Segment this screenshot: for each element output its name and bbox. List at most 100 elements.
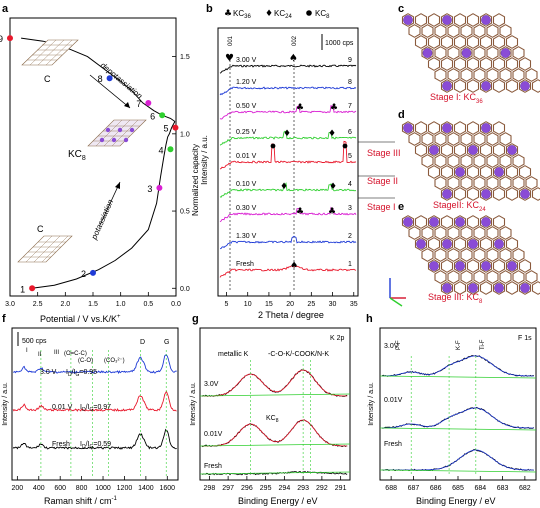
- marker-number-6: 6: [150, 111, 155, 121]
- x-tick-label: 600: [54, 485, 66, 492]
- carbon-ring: [427, 57, 441, 71]
- y-tick-label: 0.5: [180, 209, 190, 216]
- carbon-ring: [460, 176, 473, 190]
- carbon-ring: [447, 46, 460, 60]
- carbon-ring: [440, 165, 454, 179]
- metallic-k-label: metallic K: [218, 351, 249, 358]
- carbon-ring: [525, 270, 538, 284]
- graphene-sheet-bottom: C: [17, 224, 73, 263]
- panel-b-x-ticks: 5 10 15 20 25 30 35: [225, 292, 358, 308]
- svg-text:♣: ♣: [328, 207, 336, 217]
- x-tick-label: 1.5: [88, 301, 98, 308]
- carbon-ring: [434, 68, 447, 82]
- carbon-ring: [479, 121, 493, 135]
- carbon-ring: [421, 248, 434, 262]
- potassium-atom: [507, 145, 517, 155]
- panel-b-xlabel: 2 Theta / degree: [258, 310, 324, 320]
- carbon-ring: [408, 24, 421, 38]
- trace-voltage-label: 0.50 V: [236, 103, 257, 110]
- carbon-ring: [460, 270, 473, 284]
- potassium-atom: [520, 283, 530, 293]
- panel-f-assignments: (O=C-C) (C-O) (CO₃²⁻): [64, 351, 125, 364]
- carbon-ring: [434, 24, 447, 38]
- carbon-ring: [473, 24, 486, 38]
- panel-b-peak-markers: ♣ ♣ ♦ ♦ ♦ ♦ ♣ ♣ ♠: [280, 103, 338, 271]
- panel-h-traces: [379, 355, 537, 476]
- x-tick-label: 3.0: [5, 301, 15, 308]
- carbon-ring: [505, 35, 519, 49]
- carbon-ring: [492, 259, 506, 273]
- carbon-ring: [531, 79, 540, 93]
- xps-k2p-trace: [201, 419, 348, 448]
- x-tick-label: 688: [385, 485, 397, 492]
- carbon-ring: [499, 46, 512, 60]
- marker-number-2: 2: [81, 269, 86, 279]
- carbon-ring: [453, 13, 467, 27]
- potassium-atom: [442, 15, 452, 25]
- carbon-ring: [518, 79, 532, 93]
- svg-text:Stage I: Stage I: [367, 202, 396, 212]
- kc8-sheet: KC8: [68, 119, 147, 162]
- panel-a-ylabel: Normalized capacity: [191, 144, 200, 216]
- carbon-ring: [512, 270, 525, 284]
- potassium-atom: [455, 167, 465, 177]
- spade-002-icon: ♠: [289, 53, 298, 64]
- carbon-ring: [512, 176, 525, 190]
- xps-f1s-trace: [382, 449, 534, 472]
- xps-f1s-trace: [382, 406, 535, 429]
- panel-b: b ♣ KC36 ♦ KC24 KC8 1000 cps 001 002 ♥ ♠…: [200, 3, 401, 320]
- carbon-ring: [447, 132, 460, 146]
- carbon-ring: [512, 68, 525, 82]
- xrd-trace-1: [219, 265, 357, 278]
- x-tick-label: 25: [307, 301, 315, 308]
- xps-background: [379, 427, 537, 431]
- panel-h-ylabel: Intensity / a.u.: [368, 382, 375, 426]
- carbon-ring: [440, 215, 454, 229]
- potassium-atom: [520, 189, 530, 199]
- carbon-ring: [466, 237, 480, 251]
- carbon-ring: [401, 121, 415, 135]
- svg-text:(C-O): (C-O): [78, 358, 93, 364]
- potassium-atom: [429, 261, 439, 271]
- x-tick-label: 0.5: [143, 301, 153, 308]
- carbon-ring: [440, 121, 454, 135]
- svg-text:II: II: [38, 352, 42, 358]
- caption-stage-ii: StageII: KC24: [433, 200, 486, 213]
- trace-number-label: 8: [348, 79, 352, 86]
- club-symbol: ♣: [224, 9, 232, 19]
- carbon-ring: [440, 13, 454, 27]
- trace-voltage-label: 3.00 V: [236, 57, 257, 64]
- xrd-trace-5: [219, 140, 357, 170]
- carbon-ring: [518, 165, 532, 179]
- carbon-ring: [440, 57, 454, 71]
- carbon-ring: [479, 143, 493, 157]
- svg-text:c: c: [398, 3, 404, 15]
- trace-number-label: 6: [348, 129, 352, 136]
- svg-text:e: e: [398, 201, 404, 213]
- x-tick-label: 291: [335, 485, 347, 492]
- carbon-ring: [492, 121, 506, 135]
- panel-g-xlabel: Binding Energy / eV: [238, 496, 318, 506]
- carbon-ring: [473, 68, 486, 82]
- diamond-symbol: ♦: [265, 9, 273, 19]
- panel-a-label: a: [2, 3, 9, 15]
- potassium-atom: [442, 189, 452, 199]
- carbon-ring: [434, 248, 447, 262]
- carbon-ring: [486, 46, 499, 60]
- carbon-ring: [479, 187, 493, 201]
- carbon-ring: [499, 154, 512, 168]
- carbon-ring: [434, 270, 447, 284]
- carbon-ring: [473, 248, 486, 262]
- marker-point-9: [7, 35, 13, 42]
- carbon-ring: [492, 281, 506, 295]
- cook-label: -C-O-K/-COOK/N-K: [268, 351, 329, 358]
- marker-number-8: 8: [98, 74, 103, 84]
- x-tick-label: 1400: [138, 485, 154, 492]
- potassium-atom: [429, 217, 439, 227]
- svg-text:♣: ♣: [296, 103, 304, 113]
- panel-f-x-ticks: 200 400 600 800 1000 1200 1400 1600: [12, 476, 175, 492]
- carbon-ring: [453, 237, 467, 251]
- carbon-ring: [453, 35, 467, 49]
- stage-labels: Stage III Stage II Stage I: [358, 141, 401, 212]
